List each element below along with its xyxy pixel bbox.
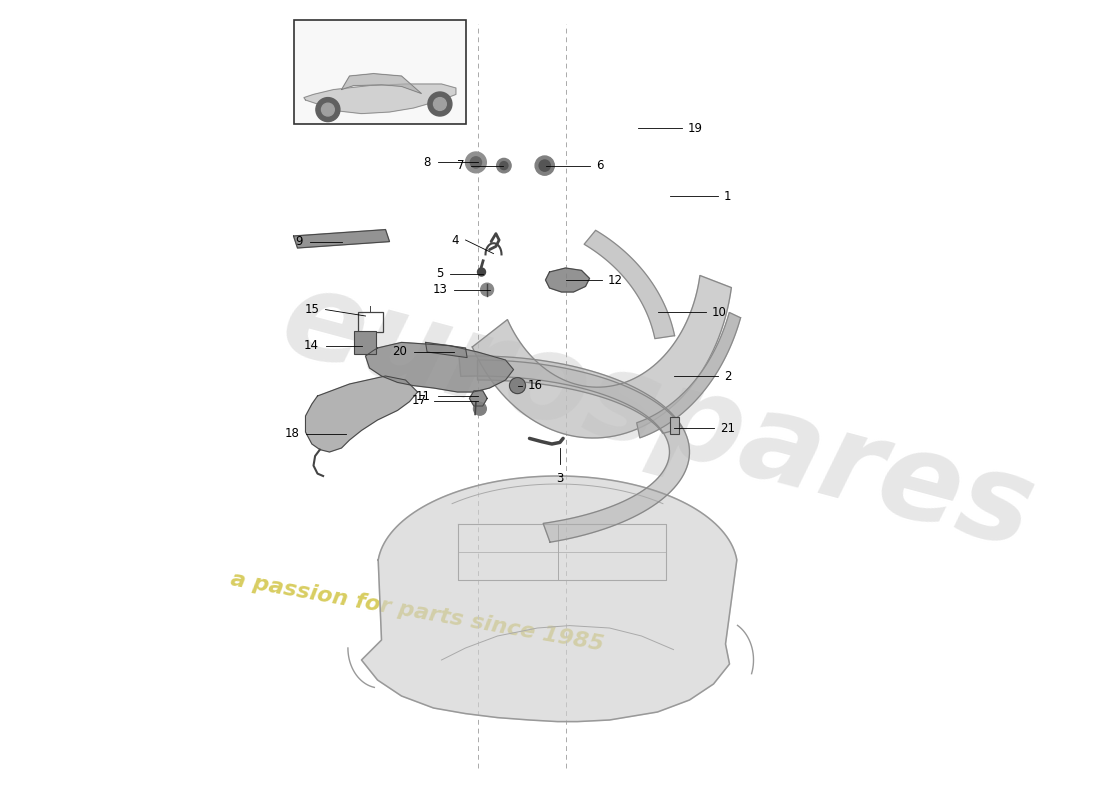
Text: eurospares: eurospares: [270, 259, 1046, 573]
Bar: [294, 20, 465, 124]
Text: 18: 18: [284, 427, 299, 440]
Bar: [353, 331, 376, 354]
Text: 2: 2: [724, 370, 732, 382]
Polygon shape: [304, 84, 455, 114]
Polygon shape: [472, 275, 732, 438]
Polygon shape: [637, 313, 740, 438]
Polygon shape: [341, 74, 421, 94]
Circle shape: [539, 160, 550, 171]
Text: 13: 13: [432, 283, 447, 296]
Circle shape: [321, 103, 334, 116]
Text: 5: 5: [436, 267, 443, 280]
Text: 1: 1: [724, 190, 732, 202]
Polygon shape: [365, 342, 514, 392]
Text: 3: 3: [557, 472, 563, 485]
Polygon shape: [426, 342, 467, 358]
Text: 11: 11: [416, 390, 431, 402]
Text: 12: 12: [608, 274, 623, 286]
Polygon shape: [546, 268, 590, 292]
Text: 6: 6: [596, 159, 604, 172]
Circle shape: [535, 156, 554, 175]
Text: 16: 16: [528, 379, 543, 392]
Circle shape: [473, 402, 486, 415]
Bar: [358, 312, 383, 332]
Text: 4: 4: [452, 234, 459, 246]
Circle shape: [433, 98, 447, 110]
Circle shape: [465, 152, 486, 173]
Circle shape: [477, 268, 485, 276]
Polygon shape: [584, 230, 674, 338]
Text: 9: 9: [296, 235, 304, 248]
Circle shape: [316, 98, 340, 122]
Circle shape: [428, 92, 452, 116]
Circle shape: [509, 378, 526, 394]
Polygon shape: [470, 390, 487, 406]
Text: 7: 7: [458, 159, 464, 172]
Text: 15: 15: [305, 303, 319, 316]
Text: a passion for parts since 1985: a passion for parts since 1985: [229, 570, 606, 654]
Polygon shape: [294, 230, 389, 248]
Text: 14: 14: [304, 339, 319, 352]
Text: 8: 8: [424, 156, 431, 169]
Text: 20: 20: [393, 346, 407, 358]
Circle shape: [499, 162, 508, 170]
Circle shape: [497, 158, 512, 173]
Polygon shape: [477, 360, 682, 434]
Circle shape: [481, 283, 494, 296]
Text: 10: 10: [712, 306, 727, 318]
Bar: [670, 417, 679, 434]
Text: 19: 19: [688, 122, 703, 134]
Text: 21: 21: [719, 422, 735, 434]
Text: 17: 17: [412, 394, 427, 407]
Polygon shape: [306, 376, 418, 452]
Polygon shape: [362, 476, 737, 722]
Polygon shape: [459, 356, 690, 542]
Circle shape: [471, 157, 482, 168]
